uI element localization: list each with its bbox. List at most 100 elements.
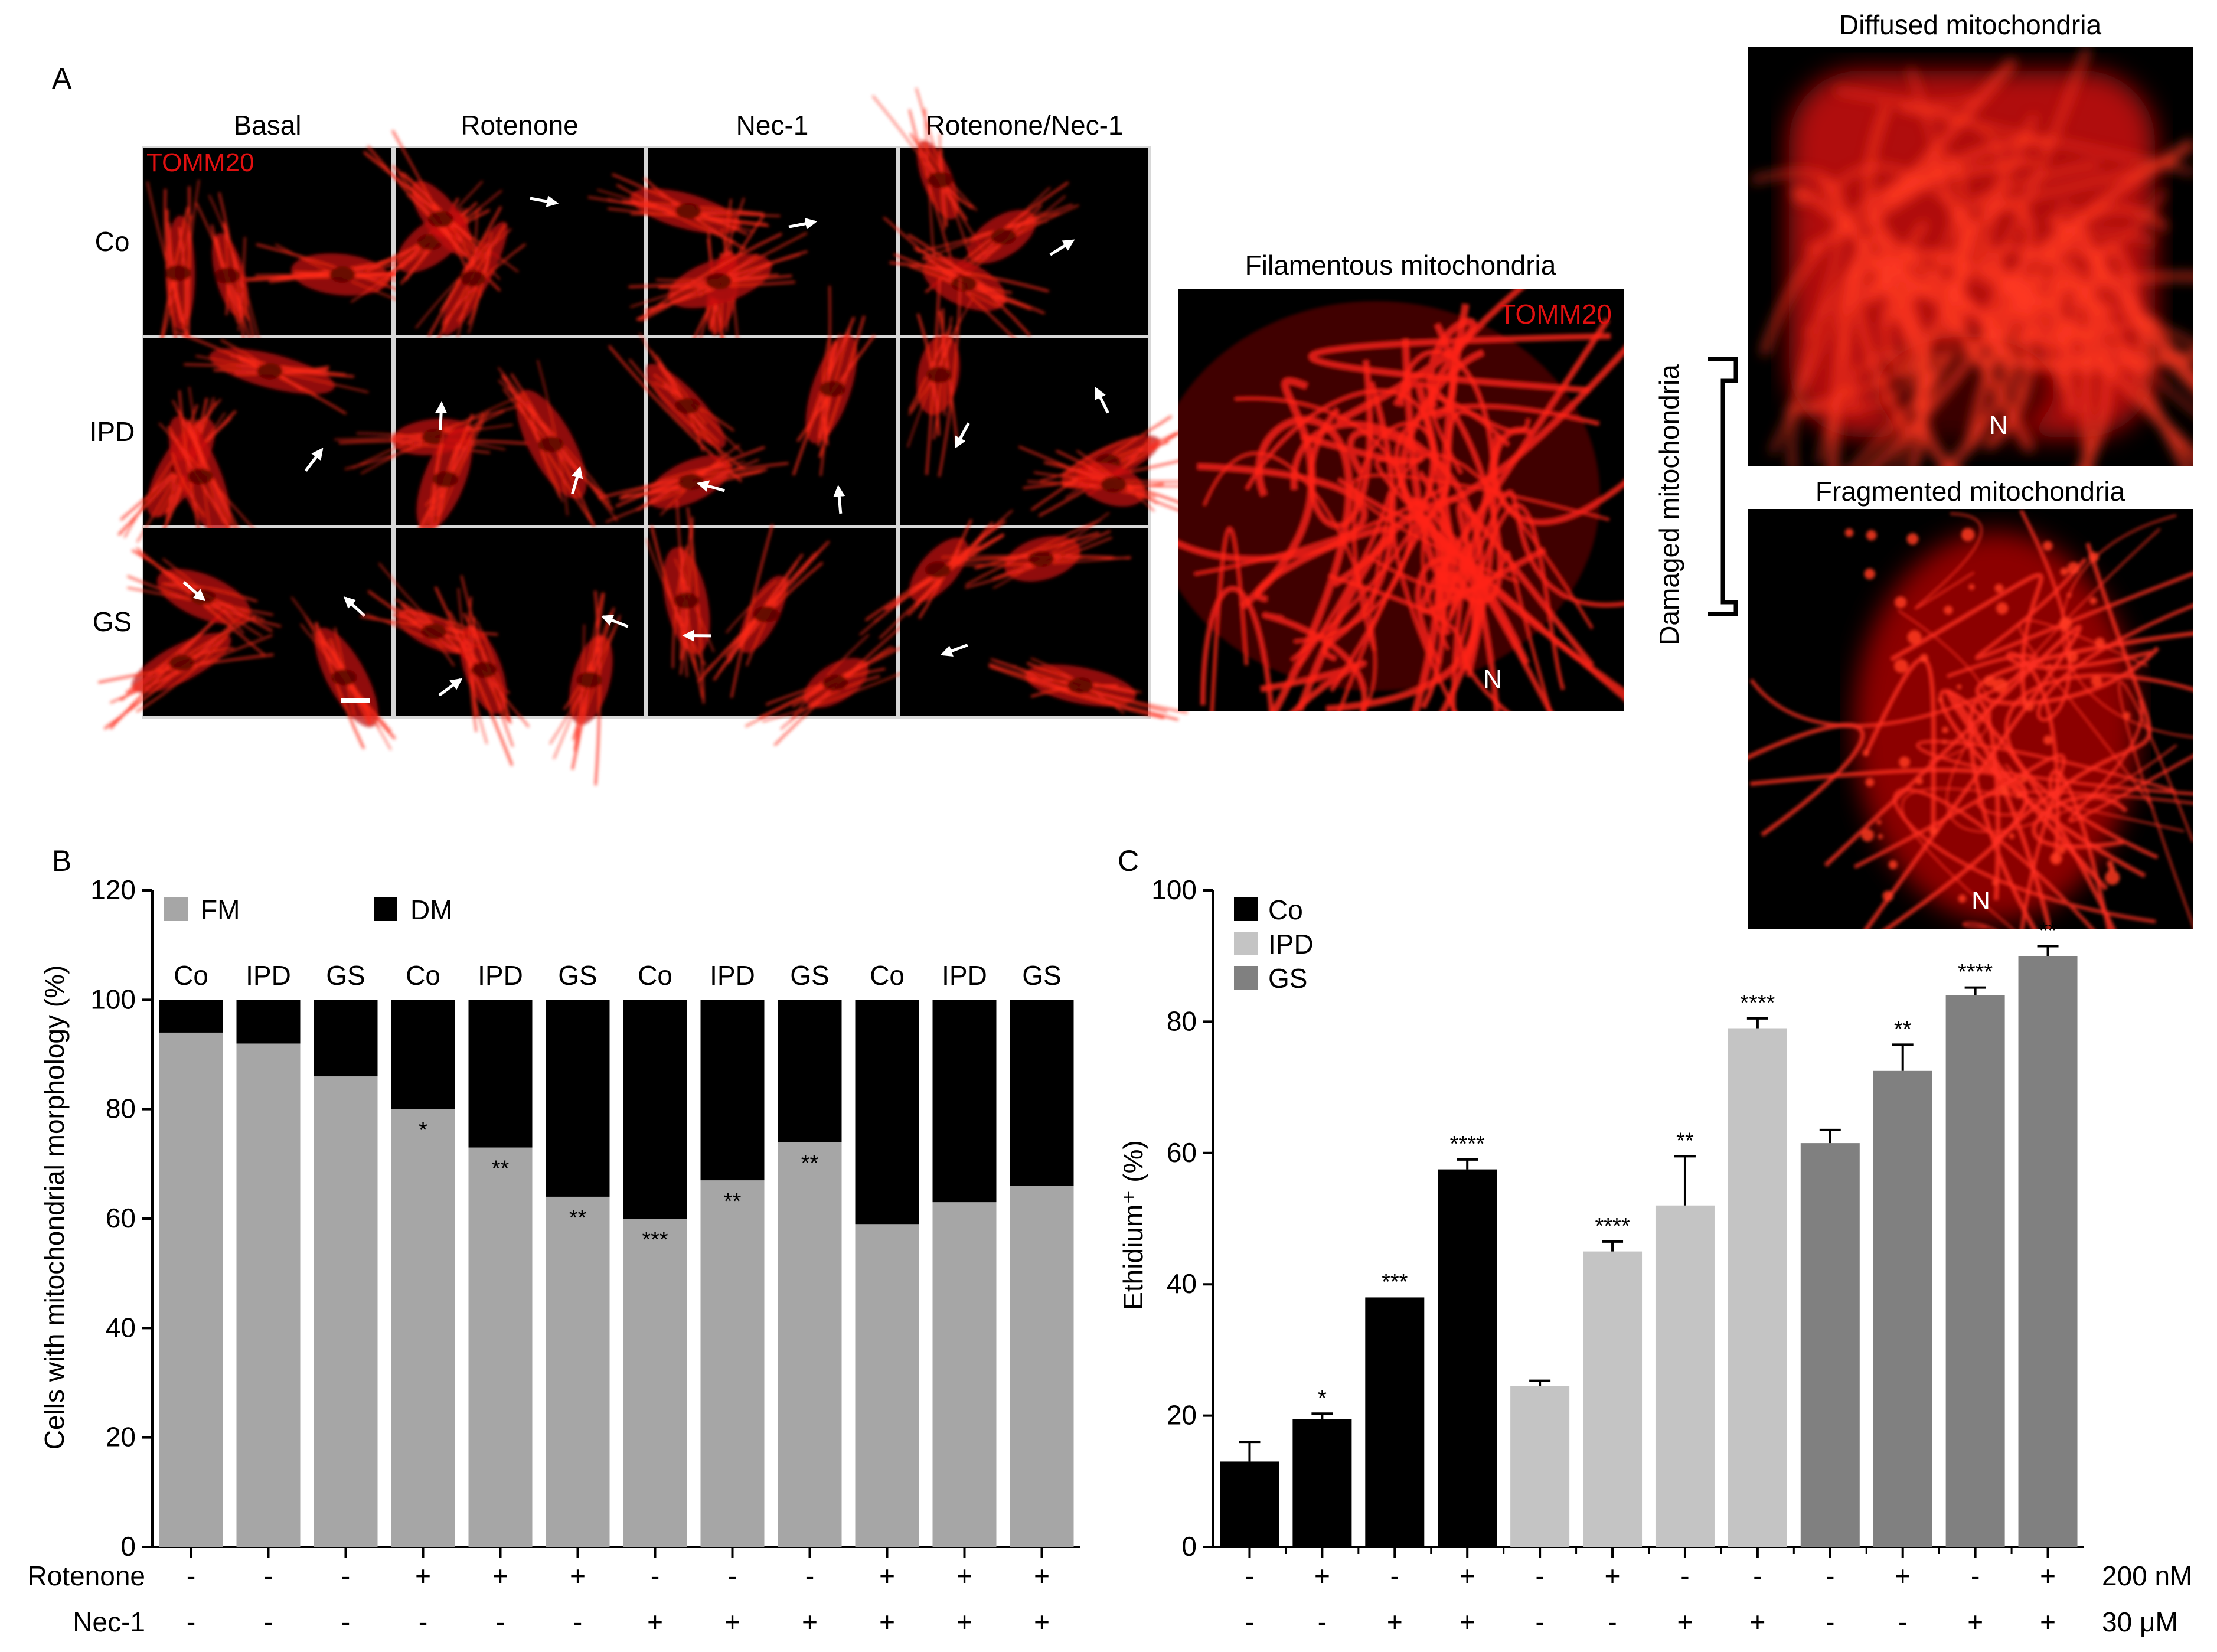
y-tick-label: 20	[106, 1422, 136, 1452]
filament	[965, 519, 1101, 586]
nucleus	[673, 592, 700, 609]
nucleus	[1101, 476, 1127, 493]
filament	[334, 627, 355, 717]
mito-fragment	[1994, 583, 2004, 593]
bar-ipd	[1510, 1386, 1570, 1547]
mito-fragment	[1957, 684, 1962, 690]
mito-fragment	[1942, 726, 1949, 733]
row-bottom-sign: +	[2040, 1607, 2056, 1637]
significance-mark: ****	[1450, 1132, 1485, 1157]
micrograph-cell	[872, 87, 1148, 348]
bar-gs	[1945, 995, 2005, 1547]
y-tick-label: 80	[1167, 1005, 1197, 1036]
mito-filament	[2006, 650, 2152, 864]
rotenone-row-label: Rotenone	[28, 1560, 146, 1591]
significance-mark: **	[1894, 1017, 1912, 1042]
mito-filament	[2068, 699, 2193, 823]
arrow-icon	[697, 480, 725, 492]
filament	[163, 583, 258, 603]
arrow-icon	[940, 644, 968, 657]
row-bottom-sign: -	[1535, 1607, 1544, 1637]
mito-fragment	[1888, 860, 1898, 870]
row-bottom-sign: -	[1318, 1607, 1327, 1637]
nec1-sign: +	[956, 1607, 972, 1637]
filament	[125, 616, 220, 694]
mito-fragment	[1983, 675, 1996, 687]
arrow-icon	[1049, 239, 1075, 256]
panel-b-treatment-rows: - - - - - - + - + - + - - + - + - + + + + + + +	[187, 1560, 1050, 1637]
y-tick-label: 60	[1167, 1137, 1197, 1168]
row-bottom-sign: +	[1460, 1607, 1475, 1637]
nucleus	[990, 228, 1017, 245]
filament	[597, 189, 755, 232]
row-label: Co	[95, 226, 130, 257]
mito-fragment	[1942, 739, 1947, 745]
significance-mark: **	[492, 1157, 510, 1181]
filament	[746, 578, 789, 667]
category-label: GS	[326, 960, 365, 991]
mito-filament	[1974, 557, 2193, 660]
filament	[745, 645, 905, 727]
row-top-sign: -	[1390, 1560, 1399, 1591]
mito-filament	[1970, 158, 2179, 208]
nucleus	[420, 623, 447, 640]
mito-fragment	[2066, 592, 2072, 598]
mito-fragment	[2091, 675, 2102, 687]
legend-label: DM	[410, 894, 453, 925]
panel-c-bars: **************************	[1220, 919, 2078, 1547]
mito-fragment	[2088, 551, 2099, 563]
mito-fragment	[1929, 827, 1938, 836]
mito-filament	[1351, 474, 1610, 584]
filament	[528, 404, 561, 498]
arrow-icon	[343, 596, 366, 618]
cell-bodies	[587, 173, 808, 387]
nucleus	[925, 561, 951, 578]
mito-filament	[1415, 303, 1470, 600]
category-label: IPD	[710, 960, 755, 991]
mito-fragment	[2020, 776, 2027, 783]
micrograph-cell	[143, 148, 442, 375]
nucleus	[674, 397, 700, 414]
bar-ipd	[1655, 1205, 1715, 1547]
nec1-sign: -	[496, 1607, 505, 1637]
panel-c-legend: Co IPD GS	[1234, 894, 1314, 994]
diffused-micrograph	[1748, 47, 2193, 466]
nec1-sign: +	[647, 1607, 663, 1637]
mito-filament	[1981, 139, 2193, 371]
legend-swatch-co	[1234, 897, 1258, 921]
row-top-sign: -	[1680, 1560, 1689, 1591]
mito-fragment	[2067, 562, 2080, 574]
significance-mark: *	[1318, 1386, 1327, 1411]
bar-co	[1438, 1169, 1497, 1547]
filament	[461, 575, 514, 747]
mito-fragment	[1906, 533, 1919, 545]
mito-filament	[1290, 422, 1437, 662]
mito-filament	[2082, 240, 2149, 466]
nucleus	[169, 654, 195, 671]
filament	[605, 459, 760, 523]
mito-filament	[2061, 514, 2193, 739]
legend-label: GS	[1268, 963, 1307, 994]
filament	[171, 452, 205, 517]
micrograph-cell	[334, 338, 644, 562]
filament	[136, 629, 233, 713]
mito-fragment	[1944, 605, 1953, 615]
micrograph-cell	[646, 500, 930, 746]
mito-filament	[2004, 673, 2193, 860]
mito-filament	[1976, 763, 2193, 817]
filamentous-nucleus-label: N	[1483, 665, 1502, 694]
filament	[573, 592, 603, 751]
mito-filament	[1853, 753, 2066, 929]
arrow-icon	[682, 629, 711, 642]
row-bottom-sign: +	[1749, 1607, 1765, 1637]
arrow-icon	[1095, 387, 1109, 414]
mito-fragment	[1876, 820, 1882, 825]
micrograph-cell	[117, 331, 391, 570]
significance-mark: **	[2039, 919, 2057, 943]
mito-fragment	[2108, 865, 2115, 872]
panel-a-letter: A	[52, 62, 72, 95]
mito-filament	[1454, 503, 1565, 691]
nucleus	[256, 363, 283, 380]
mito-filament	[1335, 318, 1477, 425]
nucleus	[214, 267, 241, 284]
